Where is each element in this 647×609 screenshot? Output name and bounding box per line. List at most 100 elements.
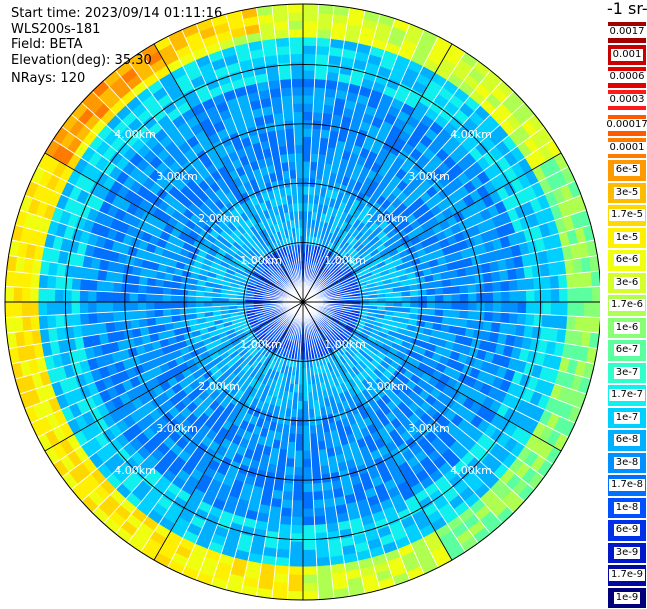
gate-cell bbox=[293, 112, 303, 121]
gate-cell bbox=[303, 45, 316, 54]
gate-cell bbox=[88, 302, 97, 313]
gate-cell bbox=[314, 79, 326, 88]
colorbar-cell: 3e-6 bbox=[607, 272, 647, 295]
gate-cell bbox=[287, 153, 295, 162]
gate-cell bbox=[501, 280, 510, 291]
gate-cell bbox=[22, 273, 31, 288]
gate-cell bbox=[297, 401, 303, 409]
gate-cell bbox=[303, 128, 312, 137]
colorbar-cell: 1e-7 bbox=[607, 407, 647, 430]
gate-cell bbox=[492, 281, 501, 292]
gate-cell bbox=[80, 279, 89, 291]
gate-cell bbox=[296, 161, 303, 169]
gate-cell bbox=[452, 294, 461, 302]
gate-cell bbox=[295, 153, 303, 162]
gate-cell bbox=[47, 315, 56, 329]
colorbar-tick-label: 0.00017 bbox=[604, 119, 647, 131]
colorbar-cell: 6e-6 bbox=[607, 249, 647, 272]
gate-cell bbox=[558, 315, 567, 329]
gate-cell bbox=[566, 316, 575, 331]
gate-cell bbox=[297, 194, 303, 202]
gate-cell bbox=[492, 312, 501, 323]
gate-cell bbox=[591, 271, 600, 287]
gate-cell bbox=[30, 288, 39, 302]
gate-cell bbox=[484, 312, 493, 322]
gate-cell bbox=[146, 310, 155, 319]
gate-cell bbox=[277, 541, 290, 550]
gate-cell bbox=[104, 302, 113, 312]
colorbar-cell: 1e-9 bbox=[607, 587, 647, 609]
gate-cell bbox=[592, 302, 600, 318]
gate-cell bbox=[568, 288, 577, 302]
colorbar-cell: 1.7e-6 bbox=[607, 294, 647, 317]
gate-cell bbox=[113, 282, 122, 292]
gate-cell bbox=[303, 410, 309, 418]
gate-cell bbox=[113, 312, 122, 322]
gate-cell bbox=[274, 574, 289, 583]
gate-cell bbox=[195, 302, 203, 308]
gate-cell bbox=[55, 315, 64, 328]
gate-cell bbox=[281, 508, 293, 517]
gate-cell bbox=[551, 302, 560, 315]
gate-cell bbox=[303, 517, 315, 526]
gate-cell bbox=[411, 296, 419, 302]
gate-cell bbox=[88, 280, 97, 292]
colorbar-tick-label: 1e-7 bbox=[614, 412, 641, 424]
colorbar-cell: 0.00017 bbox=[607, 114, 647, 137]
gate-cell bbox=[294, 128, 303, 137]
gate-cell bbox=[459, 310, 468, 319]
gate-cell bbox=[80, 290, 89, 302]
gate-cell bbox=[484, 282, 493, 292]
gate-cell bbox=[286, 137, 295, 146]
gate-cell bbox=[129, 293, 138, 302]
gate-cell bbox=[303, 558, 317, 567]
gate-cell bbox=[22, 316, 31, 331]
gate-cell bbox=[509, 313, 518, 325]
gate-cell bbox=[187, 296, 195, 302]
gate-cell bbox=[303, 153, 311, 162]
ring-label: 3.00km bbox=[408, 422, 450, 435]
gate-cell bbox=[171, 302, 179, 309]
ring-label: 2.00km bbox=[366, 212, 408, 225]
gate-cell bbox=[303, 95, 314, 104]
gate-cell bbox=[154, 286, 163, 294]
gate-cell bbox=[583, 317, 592, 333]
gate-cell bbox=[543, 302, 552, 315]
gate-cell bbox=[419, 296, 428, 303]
gate-cell bbox=[114, 272, 123, 283]
gate-cell bbox=[275, 38, 289, 47]
gate-cell bbox=[288, 575, 303, 584]
gate-cell bbox=[179, 302, 188, 309]
gate-cell bbox=[286, 458, 295, 467]
gate-cell bbox=[316, 557, 330, 566]
gate-cell bbox=[501, 302, 510, 313]
gate-cell bbox=[314, 508, 326, 517]
gate-cell bbox=[313, 112, 323, 121]
ring-label: 4.00km bbox=[450, 128, 492, 141]
gate-cell bbox=[96, 280, 105, 291]
gate-cell bbox=[534, 314, 543, 327]
gate-cell bbox=[303, 575, 318, 584]
gate-cell bbox=[13, 287, 22, 302]
gate-cell bbox=[550, 315, 559, 329]
gate-cell bbox=[46, 302, 55, 315]
gate-cell bbox=[282, 491, 293, 500]
gate-cell bbox=[411, 302, 419, 308]
gate-cell bbox=[559, 288, 568, 302]
gate-cell bbox=[311, 137, 320, 146]
gate-cell bbox=[63, 302, 72, 315]
gate-cell bbox=[435, 302, 443, 309]
gate-cell bbox=[71, 290, 80, 302]
gate-cell bbox=[303, 178, 310, 187]
gate-cell bbox=[113, 302, 122, 312]
gate-cell bbox=[451, 286, 460, 295]
gate-cell bbox=[559, 302, 568, 316]
gate-cell bbox=[443, 309, 452, 317]
field-label: Field: BETA bbox=[11, 37, 82, 52]
gate-cell bbox=[303, 418, 310, 427]
gate-cell bbox=[289, 567, 303, 576]
gate-cell bbox=[451, 310, 460, 319]
gate-cell bbox=[575, 316, 584, 331]
gate-cell bbox=[287, 591, 303, 600]
